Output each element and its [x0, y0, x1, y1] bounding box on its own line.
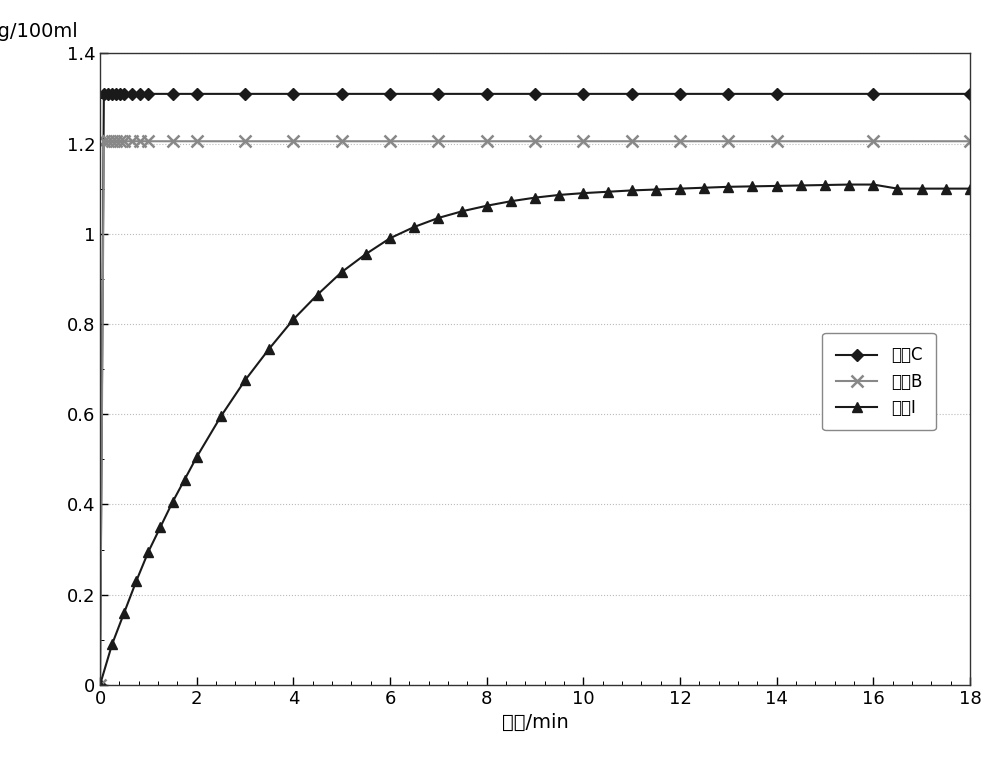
晶型C [239, 89, 251, 98]
晶型C [98, 89, 110, 98]
Legend: 晶型C, 晶型B, 晶型I: 晶型C, 晶型B, 晶型I [822, 333, 936, 431]
晶型C [114, 89, 126, 98]
晶型B [674, 137, 686, 146]
晶型I [891, 184, 903, 193]
晶型I [867, 180, 879, 189]
晶型I [553, 190, 565, 199]
晶型B [110, 137, 122, 146]
晶型C [674, 89, 686, 98]
Line: 晶型I: 晶型I [95, 180, 975, 689]
晶型I [106, 640, 118, 649]
晶型I [118, 608, 130, 617]
晶型B [134, 137, 146, 146]
晶型I [154, 522, 166, 531]
晶型B [239, 137, 251, 146]
晶型C [481, 89, 493, 98]
晶型C [867, 89, 879, 98]
晶型C [626, 89, 638, 98]
晶型I [336, 268, 348, 277]
晶型C [384, 89, 396, 98]
晶型I [166, 498, 179, 507]
晶型B [287, 137, 299, 146]
晶型I [940, 184, 952, 193]
晶型B [142, 137, 154, 146]
晶型B [114, 137, 126, 146]
晶型C [134, 89, 146, 98]
晶型B [722, 137, 734, 146]
晶型I [287, 315, 299, 324]
晶型I [456, 206, 468, 216]
晶型I [312, 290, 324, 299]
晶型C [102, 89, 114, 98]
晶型B [964, 137, 976, 146]
晶型I [795, 181, 807, 190]
晶型B [336, 137, 348, 146]
晶型I [602, 187, 614, 196]
晶型C [964, 89, 976, 98]
晶型I [360, 250, 372, 259]
晶型C [722, 89, 734, 98]
晶型C [142, 89, 154, 98]
晶型B [102, 137, 114, 146]
晶型C [106, 89, 118, 98]
晶型I [819, 180, 831, 189]
晶型I [384, 234, 396, 243]
晶型B [771, 137, 783, 146]
晶型C [94, 680, 106, 689]
晶型I [142, 547, 154, 556]
晶型I [722, 182, 734, 191]
晶型C [110, 89, 122, 98]
Line: 晶型C: 晶型C [96, 90, 974, 689]
晶型I [179, 475, 191, 484]
晶型I [771, 181, 783, 190]
晶型I [577, 189, 589, 198]
晶型C [166, 89, 179, 98]
晶型B [118, 137, 130, 146]
晶型C [287, 89, 299, 98]
晶型C [771, 89, 783, 98]
晶型I [408, 222, 420, 231]
晶型I [626, 186, 638, 195]
Y-axis label: 浓度g/100ml: 浓度g/100ml [0, 21, 78, 40]
Line: 晶型B: 晶型B [94, 135, 976, 690]
晶型I [94, 680, 106, 689]
晶型B [126, 137, 138, 146]
晶型B [481, 137, 493, 146]
晶型I [263, 344, 275, 353]
晶型I [432, 213, 444, 222]
X-axis label: 时间/min: 时间/min [502, 713, 568, 732]
晶型B [94, 680, 106, 689]
晶型I [698, 183, 710, 193]
晶型B [98, 137, 110, 146]
晶型I [191, 453, 203, 462]
晶型I [964, 184, 976, 193]
晶型B [529, 137, 541, 146]
晶型I [674, 184, 686, 193]
晶型I [529, 193, 541, 202]
晶型I [843, 180, 855, 189]
晶型C [529, 89, 541, 98]
晶型B [577, 137, 589, 146]
晶型B [106, 137, 118, 146]
晶型B [191, 137, 203, 146]
晶型C [191, 89, 203, 98]
晶型I [239, 376, 251, 385]
晶型C [336, 89, 348, 98]
晶型C [126, 89, 138, 98]
晶型B [166, 137, 179, 146]
晶型I [650, 185, 662, 194]
晶型C [118, 89, 130, 98]
晶型I [481, 201, 493, 210]
晶型I [746, 182, 758, 191]
晶型B [384, 137, 396, 146]
晶型B [867, 137, 879, 146]
晶型C [577, 89, 589, 98]
晶型I [505, 196, 517, 205]
晶型I [130, 577, 142, 586]
晶型I [916, 184, 928, 193]
晶型I [215, 412, 227, 421]
晶型B [626, 137, 638, 146]
晶型B [432, 137, 444, 146]
晶型C [432, 89, 444, 98]
